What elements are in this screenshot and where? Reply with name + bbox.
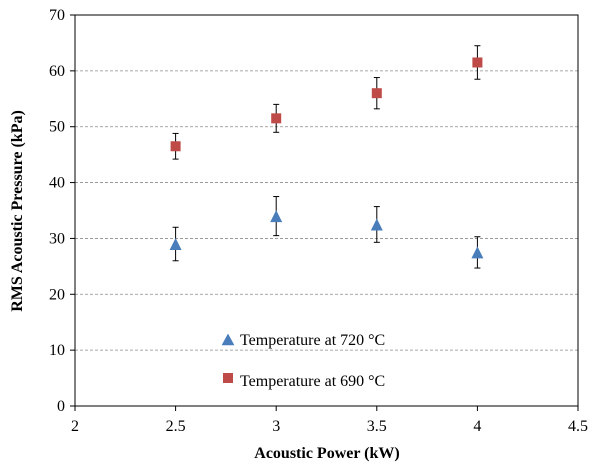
y-tick-label: 70 [49,7,65,24]
x-tick-label: 4 [473,418,481,435]
y-tick-label: 10 [49,342,65,359]
legend-square-marker [223,373,233,383]
legend: Temperature at 720 °C Temperature at 690… [221,332,385,390]
gridlines [75,70,578,351]
legend-label-690: Temperature at 690 °C [240,373,385,390]
x-tick-label: 2 [71,418,79,435]
y-tick-label: 50 [49,119,65,136]
y-tick-label: 0 [57,398,65,415]
x-axis-title: Acoustic Power (kW) [254,445,399,462]
square-marker [170,141,181,152]
x-tick-label: 2.5 [166,418,186,435]
legend-item-690: Temperature at 690 °C [223,373,385,390]
square-marker [472,57,483,68]
legend-item-720: Temperature at 720 °C [221,332,385,349]
plot-frame [74,14,579,407]
y-tick-label: 20 [49,286,65,303]
y-axis-title: RMS Acoustic Pressure (kPa) [9,110,26,312]
y-tick-label: 30 [49,230,65,247]
y-tick-label: 40 [49,175,65,192]
triangle-marker [471,246,484,259]
triangle-marker [169,238,182,251]
x-tick-label: 4.5 [568,418,588,435]
square-marker [271,113,282,124]
data-layer [169,45,484,269]
square-marker [371,88,382,99]
axis-ticks: 0 10 20 30 40 50 60 70 2 2.5 3 3.5 4 4.5 [49,7,588,435]
legend-triangle-marker [221,333,235,346]
triangle-marker [370,218,383,231]
legend-label-720: Temperature at 720 °C [240,332,385,349]
x-tick-label: 3.5 [367,418,387,435]
triangle-marker [270,210,283,223]
y-tick-label: 60 [49,63,65,80]
x-tick-label: 3 [272,418,280,435]
